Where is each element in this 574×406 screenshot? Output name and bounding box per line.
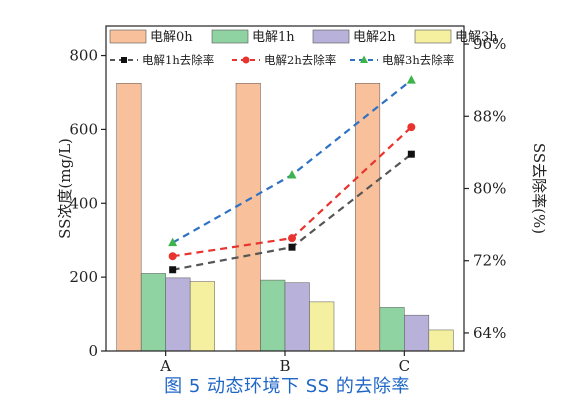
data-point bbox=[407, 150, 415, 158]
bar bbox=[309, 301, 335, 352]
data-point bbox=[288, 234, 296, 243]
bar bbox=[189, 281, 215, 352]
y-tick-label: 400 bbox=[69, 194, 98, 212]
y2-tick-label: 80% bbox=[473, 180, 506, 198]
legend-marker bbox=[121, 57, 127, 63]
legend-swatch bbox=[211, 29, 249, 44]
data-point bbox=[288, 243, 296, 251]
y2-axis-title: SS去除率(%) bbox=[530, 143, 548, 234]
legend-label: 电解1h bbox=[252, 30, 295, 45]
legend-label: 电解3h去除率 bbox=[382, 53, 454, 67]
legend-label: 电解2h去除率 bbox=[264, 53, 336, 67]
chart: 0 200 400 600 800 64% 72% 80% 88% 96% A B C SS浓度(mg/L… bbox=[56, 25, 548, 372]
y2-tick-label: 88% bbox=[473, 107, 506, 125]
y-tick-label: 0 bbox=[88, 342, 98, 360]
legend-label: 电解3h bbox=[455, 30, 498, 45]
bar bbox=[428, 329, 454, 352]
legend-marker bbox=[242, 56, 250, 64]
legend-label: 电解0h bbox=[150, 30, 193, 45]
legend-marker bbox=[360, 55, 368, 63]
bar bbox=[165, 277, 191, 352]
bar bbox=[260, 279, 286, 352]
x-tick-label: B bbox=[279, 357, 290, 372]
bar bbox=[235, 82, 261, 352]
plot-area: 0 200 400 600 800 64% 72% 80% 88% 96% A B C SS浓度(mg/L… bbox=[56, 25, 548, 372]
data-point bbox=[168, 237, 178, 247]
data-point bbox=[406, 75, 416, 84]
data-point bbox=[407, 123, 416, 132]
y2-tick-label: 96% bbox=[473, 35, 506, 53]
x-tick-label: A bbox=[159, 357, 171, 372]
bar bbox=[140, 273, 166, 352]
bar bbox=[116, 82, 142, 352]
bar bbox=[404, 314, 430, 352]
y2-tick-label: 64% bbox=[473, 324, 506, 342]
bar bbox=[355, 82, 381, 352]
legend-label: 电解2h bbox=[353, 30, 396, 45]
legend-label: 电解1h去除率 bbox=[142, 53, 214, 67]
y-axis-title: SS浓度(mg/L) bbox=[56, 138, 74, 239]
y2-tick-label: 72% bbox=[473, 252, 506, 270]
x-tick-label: C bbox=[399, 357, 410, 372]
data-point bbox=[287, 169, 297, 179]
y-tick-label: 200 bbox=[69, 268, 98, 286]
y-tick-label: 800 bbox=[69, 47, 98, 65]
data-point bbox=[168, 252, 177, 261]
y-tick-label: 600 bbox=[69, 120, 98, 138]
legend-swatch bbox=[109, 29, 147, 44]
figure-caption: 图 5 动态环境下 SS 的去除率 bbox=[164, 376, 410, 397]
legend-swatch bbox=[312, 29, 350, 44]
bar bbox=[379, 307, 405, 352]
bar bbox=[284, 282, 310, 352]
legend-swatch bbox=[414, 29, 452, 44]
data-point bbox=[169, 266, 177, 274]
